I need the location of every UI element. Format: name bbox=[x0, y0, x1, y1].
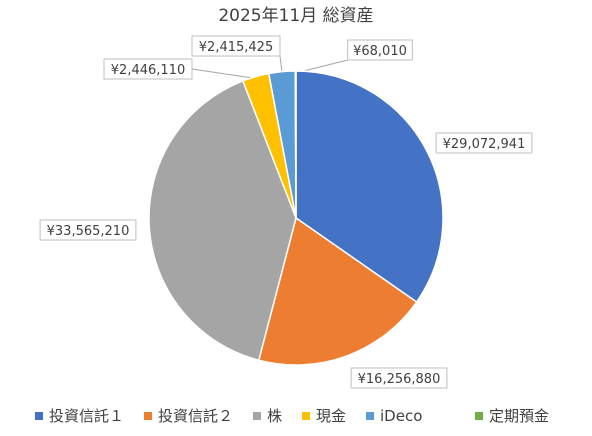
leader-line-4 bbox=[191, 68, 257, 80]
legend-marker bbox=[253, 412, 261, 420]
data-label-4: ¥2,446,110 bbox=[103, 58, 193, 80]
data-label-box bbox=[350, 367, 448, 389]
legend-label: 投資信託２ bbox=[158, 407, 233, 425]
data-label-1: ¥29,072,941 bbox=[435, 132, 533, 154]
legend-item-定期預金: 定期預金 bbox=[475, 407, 549, 425]
legend-label: iDeco bbox=[380, 407, 422, 425]
legend-label: 投資信託１ bbox=[49, 407, 124, 425]
data-label-text: ¥29,072,941 bbox=[443, 137, 526, 152]
data-label-box bbox=[191, 35, 281, 57]
legend-item-ideco: iDeco bbox=[366, 407, 422, 425]
data-label-5: ¥2,415,425 bbox=[191, 35, 281, 57]
data-label-box bbox=[103, 58, 193, 80]
legend-marker bbox=[35, 412, 43, 420]
legend-marker bbox=[144, 412, 152, 420]
data-label-box bbox=[39, 219, 137, 241]
data-label-box bbox=[435, 132, 533, 154]
legend-marker bbox=[302, 412, 310, 420]
pie-slice-2 bbox=[257, 216, 418, 366]
data-labels: ¥29,072,941 ¥16,256,880 ¥33,565,210 ¥2,446,… bbox=[39, 35, 533, 389]
data-label-3: ¥33,565,210 bbox=[39, 219, 137, 241]
data-label-text: ¥2,446,110 bbox=[111, 63, 185, 78]
data-label-text: ¥16,256,880 bbox=[358, 372, 441, 387]
leader-line-5 bbox=[279, 55, 283, 74]
data-label-6: ¥68,010 bbox=[347, 39, 413, 61]
legend-label: 現金 bbox=[316, 407, 346, 425]
legend-label: 株 bbox=[267, 407, 282, 425]
data-label-text: ¥33,565,210 bbox=[47, 224, 130, 239]
data-label-2: ¥16,256,880 bbox=[350, 367, 448, 389]
legend-item-投資信託-: 投資信託２ bbox=[144, 407, 233, 425]
legend-item-現金: 現金 bbox=[302, 407, 346, 425]
pie-slice-6 bbox=[294, 70, 297, 219]
pie-slice-3 bbox=[148, 79, 297, 362]
chart-title: 2025年11月 総資産 bbox=[218, 6, 373, 26]
legend-item-株: 株 bbox=[253, 407, 282, 425]
legend-label: 定期預金 bbox=[489, 407, 549, 425]
legend-marker bbox=[475, 412, 483, 420]
pie-slices bbox=[148, 70, 444, 366]
data-label-text: ¥68,010 bbox=[353, 44, 407, 59]
data-label-text: ¥2,415,425 bbox=[199, 40, 273, 55]
pie-slice-1 bbox=[295, 70, 444, 304]
legend: 投資信託１ 投資信託２ 株 現金 iDeco 定期預金 bbox=[35, 407, 549, 425]
data-label-box bbox=[347, 39, 413, 61]
legend-item-投資信託-: 投資信託１ bbox=[35, 407, 124, 425]
legend-marker bbox=[366, 412, 374, 420]
